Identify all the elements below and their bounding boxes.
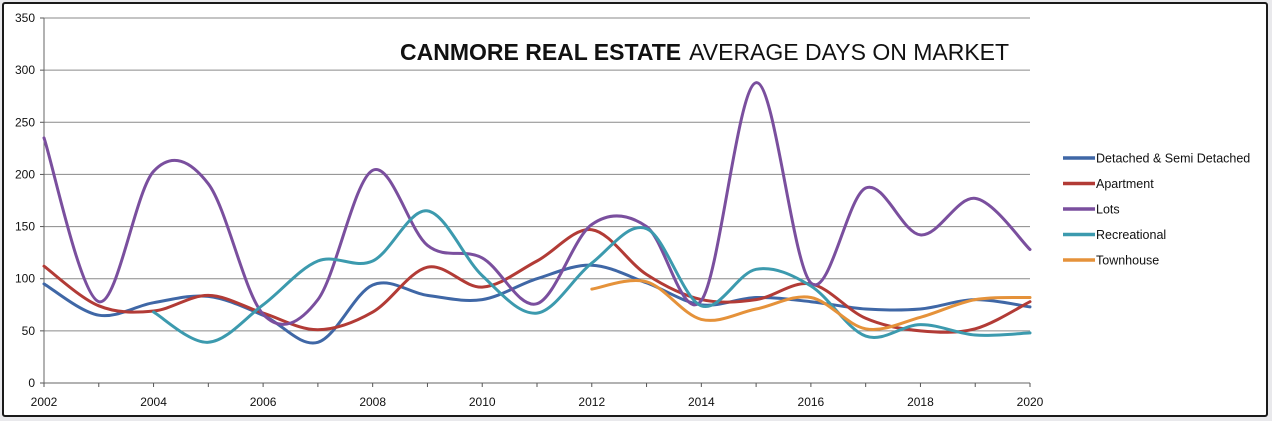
gridlines xyxy=(44,17,1030,332)
y-tick-label: 50 xyxy=(22,324,36,338)
series-line-recreational xyxy=(152,209,1032,344)
x-tick-label: 2010 xyxy=(469,395,496,409)
x-tick-label: 2012 xyxy=(578,395,605,409)
y-tick-label: 250 xyxy=(15,115,35,129)
y-tick-label: 350 xyxy=(15,11,35,25)
legend-label-apartment: Apartment xyxy=(1096,177,1154,191)
x-tick-label: 2016 xyxy=(798,395,825,409)
legend-label-detached-semi-detached: Detached & Semi Detached xyxy=(1096,152,1250,166)
legend-label-recreational: Recreational xyxy=(1096,228,1166,242)
x-tick-label: 2008 xyxy=(359,395,386,409)
series-line-lots xyxy=(42,81,1032,326)
x-tick-label: 2006 xyxy=(250,395,277,409)
x-tick-label: 2014 xyxy=(688,395,715,409)
legend-label-lots: Lots xyxy=(1096,203,1120,217)
y-tick-label: 150 xyxy=(15,220,35,234)
series-line-apartment xyxy=(42,228,1032,334)
chart-title: CANMORE REAL ESTATE AVERAGE DAYS ON MARKE… xyxy=(400,39,1009,65)
y-tick-label: 100 xyxy=(15,272,35,286)
chart-title-rest: AVERAGE DAYS ON MARKET xyxy=(689,39,1009,65)
series-lines xyxy=(42,81,1032,345)
y-axis-tick-labels: 0 50 100 150 200 250 300 350 xyxy=(15,11,35,390)
y-tick-label: 0 xyxy=(28,376,35,390)
x-tick-label: 2020 xyxy=(1017,395,1044,409)
x-tick-label: 2004 xyxy=(140,395,167,409)
chart-title-bold: CANMORE REAL ESTATE xyxy=(400,39,681,65)
axes xyxy=(40,17,1031,387)
legend-label-townhouse: Townhouse xyxy=(1096,254,1159,268)
y-tick-label: 200 xyxy=(15,167,35,181)
x-axis-tick-labels: 2002 2004 2006 2008 2010 2012 2014 2016 2018 2020 xyxy=(31,395,1044,409)
series-line-townhouse xyxy=(590,279,1032,331)
x-tick-label: 2018 xyxy=(907,395,934,409)
legend: Detached & Semi Detached Apartment Lots Rec… xyxy=(1063,152,1250,268)
x-tick-label: 2002 xyxy=(31,395,58,409)
y-tick-label: 300 xyxy=(15,63,35,77)
